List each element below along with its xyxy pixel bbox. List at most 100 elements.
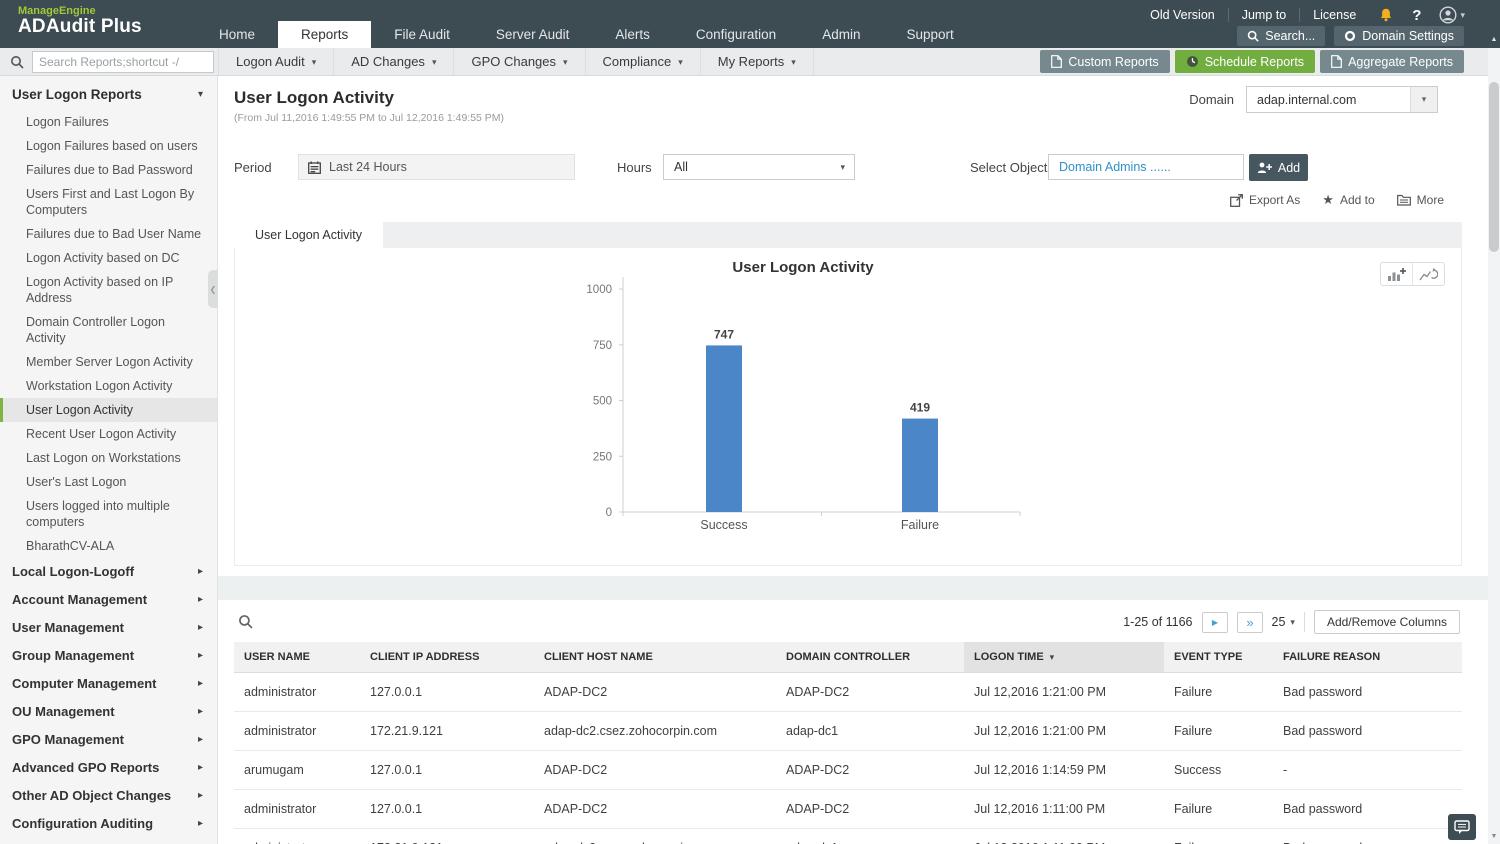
report-search-input[interactable] bbox=[32, 51, 214, 73]
nav-tab-file-audit[interactable]: File Audit bbox=[394, 27, 450, 42]
help-icon[interactable]: ? bbox=[1412, 6, 1422, 24]
select-objects-field[interactable]: Domain Admins ...... bbox=[1048, 154, 1244, 180]
table-row[interactable]: administrator 127.0.0.1 ADAP-DC2 ADAP-DC2 Ju… bbox=[234, 673, 1462, 712]
add-button[interactable]: Add bbox=[1249, 154, 1308, 181]
top-link-jump-to[interactable]: Jump to bbox=[1229, 8, 1301, 22]
nav-tab-admin[interactable]: Admin bbox=[822, 27, 861, 42]
sidebar-section-ou-management[interactable]: OU Management ▸ bbox=[0, 698, 217, 726]
sidebar-item-logon-failures[interactable]: Logon Failures bbox=[26, 115, 109, 129]
sidebar-section-computer-management[interactable]: Computer Management ▸ bbox=[0, 670, 217, 698]
column-label: DOMAIN CONTROLLER bbox=[786, 651, 911, 663]
sidebar-item-bharathcv-ala[interactable]: BharathCV-ALA bbox=[26, 539, 115, 553]
menu-ad-changes[interactable]: AD Changes ▾ bbox=[334, 48, 455, 76]
scrollbar-track[interactable] bbox=[1488, 48, 1500, 828]
top-link-license[interactable]: License bbox=[1313, 8, 1357, 22]
column-header-domain-controller[interactable]: DOMAIN CONTROLLER bbox=[776, 642, 964, 673]
sidebar-section-local-logon-logoff[interactable]: Local Logon-Logoff ▸ bbox=[0, 558, 217, 586]
sidebar-section-other-ad-object-changes[interactable]: Other AD Object Changes ▸ bbox=[0, 782, 217, 810]
nav-tab-server-audit[interactable]: Server Audit bbox=[495, 27, 570, 42]
sidebar-item-users-logged-into-multiple-computers[interactable]: Users logged into multiple computers bbox=[26, 499, 170, 529]
next-page-button[interactable]: ▶ bbox=[1201, 611, 1228, 633]
table-search-icon[interactable] bbox=[238, 614, 253, 634]
sidebar-section-group-management[interactable]: Group Management ▸ bbox=[0, 642, 217, 670]
sidebar-item-recent-user-logon-activity[interactable]: Recent User Logon Activity bbox=[26, 427, 177, 441]
global-search-button[interactable]: Search... bbox=[1237, 26, 1326, 46]
period-picker[interactable]: Last 24 Hours bbox=[298, 154, 575, 180]
nav-tab-reports[interactable]: Reports bbox=[278, 21, 372, 48]
scroll-up-icon[interactable]: ▲ bbox=[1488, 0, 1500, 48]
user-avatar-icon[interactable]: ▾ bbox=[1439, 6, 1465, 24]
menu-compliance[interactable]: Compliance ▾ bbox=[586, 48, 701, 76]
page-size-select[interactable]: 25 ▾ bbox=[1271, 615, 1295, 629]
sidebar-section-user-logon-reports[interactable]: User Logon Reports ▾ bbox=[0, 76, 217, 110]
domain-settings-button[interactable]: Domain Settings bbox=[1334, 26, 1464, 46]
top-link-old-version[interactable]: Old Version bbox=[1137, 8, 1229, 22]
scrollbar-thumb[interactable] bbox=[1489, 82, 1499, 252]
custom-reports-button[interactable]: Custom Reports bbox=[1040, 50, 1170, 73]
sidebar-section-gpo-management[interactable]: GPO Management ▸ bbox=[0, 726, 217, 754]
sidebar-section-permission-changes[interactable]: Permission Changes▸ bbox=[0, 838, 217, 844]
column-header-event-type[interactable]: EVENT TYPE bbox=[1164, 642, 1273, 673]
sidebar-item-workstation-logon-activity[interactable]: Workstation Logon Activity bbox=[26, 379, 173, 393]
sidebar-section-advanced-gpo-reports[interactable]: Advanced GPO Reports ▸ bbox=[0, 754, 217, 782]
export-as-link[interactable]: Export As bbox=[1229, 193, 1300, 207]
add-chart-icon[interactable] bbox=[1381, 263, 1412, 285]
chevron-right-icon: ▸ bbox=[197, 734, 203, 745]
vertical-scrollbar[interactable]: ▲ ▼ bbox=[1488, 0, 1500, 844]
column-header-logon-time[interactable]: LOGON TIME ▾ bbox=[964, 642, 1164, 673]
svg-text:750: 750 bbox=[593, 340, 612, 352]
aggregate-reports-button[interactable]: Aggregate Reports bbox=[1320, 50, 1464, 73]
chevron-down-icon: ▾ bbox=[197, 89, 203, 100]
column-header-client-host-name[interactable]: CLIENT HOST NAME bbox=[534, 642, 776, 673]
menu-logon-audit[interactable]: Logon Audit ▾ bbox=[218, 48, 335, 76]
svg-text:419: 419 bbox=[910, 401, 930, 415]
sidebar-item-user-s-last-logon[interactable]: User's Last Logon bbox=[26, 475, 127, 489]
sidebar-item-failures-due-to-bad-user-name[interactable]: Failures due to Bad User Name bbox=[26, 227, 202, 241]
column-header-client-ip-address[interactable]: CLIENT IP ADDRESS bbox=[360, 642, 534, 673]
nav-tab-configuration[interactable]: Configuration bbox=[695, 27, 777, 42]
sidebar-section-configuration-auditing[interactable]: Configuration Auditing ▸ bbox=[0, 810, 217, 838]
feedback-chat-button[interactable] bbox=[1448, 814, 1476, 840]
table-cell: Jul 12,2016 1:11:00 PM bbox=[964, 789, 1164, 829]
table-row[interactable]: administrator172.21.9.121adap-dc2.csez.z… bbox=[234, 828, 1462, 844]
nav-tab-alerts[interactable]: Alerts bbox=[615, 27, 650, 42]
column-header-failure-reason[interactable]: FAILURE REASON bbox=[1273, 642, 1462, 673]
tab-user-logon-activity[interactable]: User Logon Activity bbox=[234, 222, 383, 248]
sidebar-item-domain-controller-logon-activity[interactable]: Domain Controller Logon Activity bbox=[26, 315, 165, 345]
sidebar-section-account-management[interactable]: Account Management ▸ bbox=[0, 586, 217, 614]
refresh-chart-icon[interactable] bbox=[1412, 263, 1444, 285]
schedule-reports-button[interactable]: Schedule Reports bbox=[1174, 50, 1316, 73]
menu-my-reports[interactable]: My Reports ▾ bbox=[701, 48, 814, 76]
last-page-button[interactable]: » bbox=[1236, 611, 1263, 633]
svg-text:747: 747 bbox=[714, 327, 734, 341]
table-cell: administrator bbox=[234, 789, 360, 829]
column-header-user-name[interactable]: USER NAME bbox=[234, 642, 360, 673]
more-link[interactable]: More bbox=[1396, 193, 1444, 207]
notification-icon[interactable] bbox=[1378, 7, 1394, 23]
nav-tab-support[interactable]: Support bbox=[906, 27, 954, 42]
sidebar-item-logon-failures-based-on-users[interactable]: Logon Failures based on users bbox=[26, 139, 198, 153]
sidebar-collapse-handle[interactable]: ❮ bbox=[208, 270, 218, 308]
domain-select[interactable]: adap.internal.com ▾ bbox=[1246, 86, 1438, 113]
nav-tab-home[interactable]: Home bbox=[219, 27, 256, 42]
table-row[interactable]: administrator 127.0.0.1 ADAP-DC2 ADAP-DC2 Ju… bbox=[234, 789, 1462, 829]
table-row[interactable]: arumugam 127.0.0.1 ADAP-DC2 ADAP-DC2 Jul 12,… bbox=[234, 750, 1462, 790]
table-cell: Bad password bbox=[1273, 828, 1462, 844]
sidebar-item-last-logon-on-workstations[interactable]: Last Logon on Workstations bbox=[26, 451, 181, 465]
sidebar-item-logon-activity-based-on-dc[interactable]: Logon Activity based on DC bbox=[26, 251, 180, 265]
scroll-down-icon[interactable]: ▼ bbox=[1488, 828, 1500, 844]
sidebar-item-member-server-logon-activity[interactable]: Member Server Logon Activity bbox=[26, 355, 193, 369]
sidebar-item-user-logon-activity[interactable]: User Logon Activity bbox=[0, 398, 217, 422]
chevron-right-icon: ▸ bbox=[197, 678, 203, 689]
hours-select[interactable]: All ▾ bbox=[663, 154, 855, 180]
add-remove-columns-button[interactable]: Add/Remove Columns bbox=[1313, 610, 1460, 634]
menu-gpo-changes[interactable]: GPO Changes ▾ bbox=[454, 48, 586, 76]
sidebar-item-logon-activity-based-on-ip-address[interactable]: Logon Activity based on IP Address bbox=[26, 275, 174, 305]
add-to-link[interactable]: ★ Add to bbox=[1322, 192, 1375, 207]
sidebar-section-user-management[interactable]: User Management ▸ bbox=[0, 614, 217, 642]
sidebar-item-failures-due-to-bad-password[interactable]: Failures due to Bad Password bbox=[26, 163, 193, 177]
sidebar-item-users-first-and-last-logon-by-computers[interactable]: Users First and Last Logon By Computers bbox=[26, 187, 195, 217]
section-label: Local Logon-Logoff bbox=[12, 564, 135, 579]
table-cell: Success bbox=[1164, 750, 1273, 790]
